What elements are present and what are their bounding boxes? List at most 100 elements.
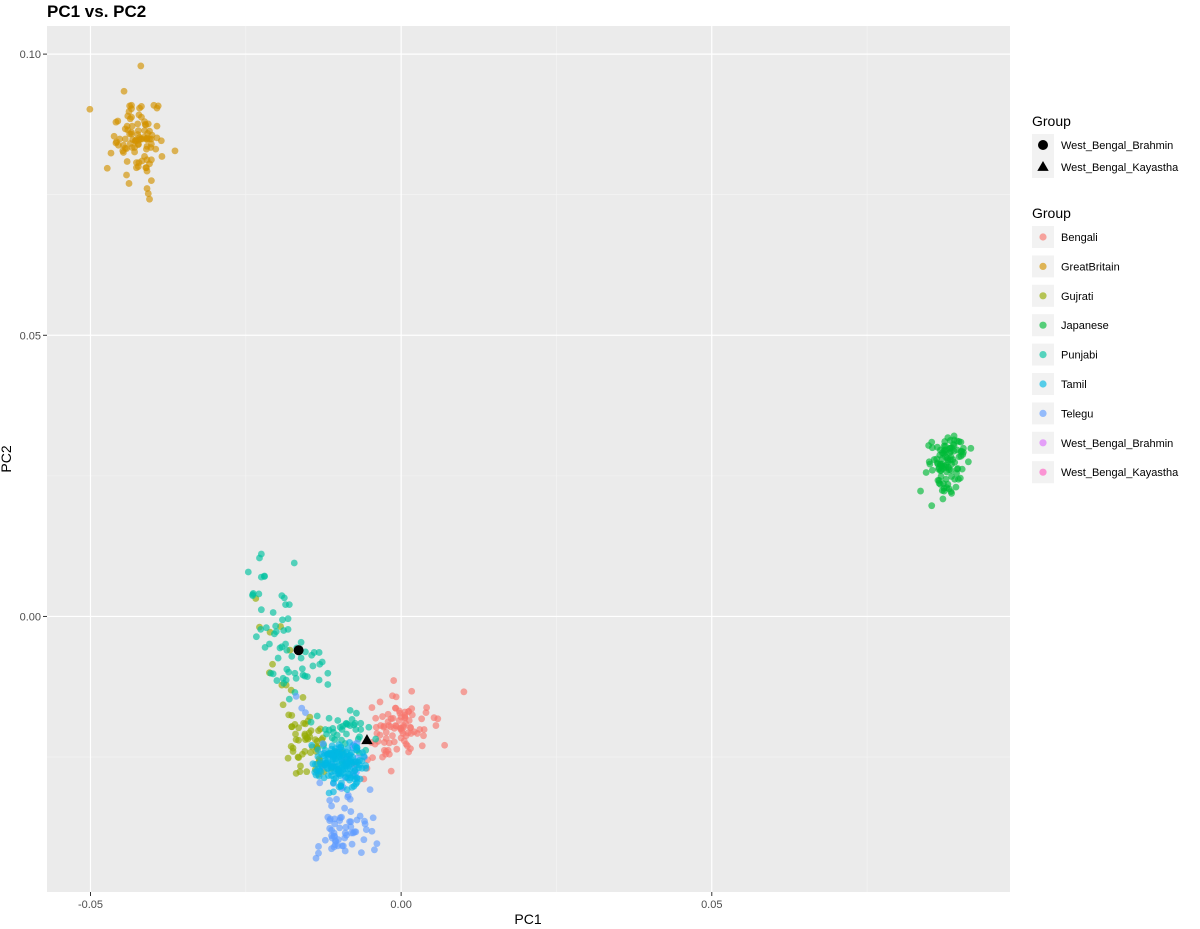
data-point — [307, 749, 314, 756]
data-point — [301, 748, 309, 755]
data-point — [948, 489, 955, 497]
data-point — [338, 756, 345, 764]
color-legend-swatch — [1039, 321, 1047, 329]
data-point — [316, 725, 324, 733]
data-point — [144, 190, 152, 197]
data-point — [112, 139, 120, 147]
data-point — [940, 487, 948, 495]
data-point — [316, 779, 324, 787]
data-point — [346, 818, 353, 826]
color-legend-title: Group — [1032, 205, 1071, 221]
data-point — [257, 606, 265, 614]
data-point — [390, 677, 398, 684]
axis-ticks — [43, 53, 713, 896]
series-west-bengal-brahmin — [293, 645, 304, 656]
data-point — [955, 453, 963, 461]
data-point — [284, 615, 292, 623]
data-point — [312, 854, 320, 862]
data-point — [131, 144, 139, 151]
data-point — [352, 726, 360, 733]
data-point — [349, 753, 357, 761]
data-point — [405, 717, 413, 724]
data-point — [382, 728, 390, 736]
data-point — [379, 713, 386, 720]
data-point — [362, 826, 370, 833]
data-point — [390, 724, 398, 732]
data-point — [135, 111, 143, 119]
data-point — [338, 813, 345, 821]
data-point — [416, 726, 424, 733]
data-point — [372, 714, 380, 722]
data-point — [960, 444, 967, 452]
data-point-highlight — [293, 645, 304, 656]
data-point — [331, 820, 339, 828]
data-point — [336, 772, 344, 779]
data-point — [950, 432, 958, 440]
data-point — [371, 846, 378, 854]
color-legend-label: West_Bengal_Brahmin — [1061, 438, 1173, 450]
data-point — [342, 823, 350, 831]
data-point — [324, 813, 332, 821]
data-point — [333, 795, 340, 803]
data-point — [171, 147, 179, 155]
shape-legend-label: West_Bengal_Brahmin — [1061, 140, 1173, 152]
data-point — [373, 840, 381, 848]
data-point — [950, 447, 958, 455]
data-point — [298, 665, 306, 673]
data-point — [315, 772, 323, 780]
data-point — [933, 455, 941, 463]
data-point — [249, 591, 257, 598]
data-point — [301, 672, 309, 680]
data-point — [338, 764, 345, 772]
color-legend-label: Gujrati — [1061, 291, 1093, 303]
data-point — [343, 786, 351, 794]
data-point — [353, 709, 360, 717]
data-point — [346, 795, 354, 803]
data-point — [327, 762, 335, 770]
data-point — [315, 843, 322, 850]
data-point — [303, 734, 311, 742]
data-point — [107, 149, 115, 157]
series-tamil — [308, 739, 370, 797]
color-legend-swatch — [1039, 439, 1047, 447]
data-point — [955, 438, 963, 445]
data-point — [346, 739, 353, 746]
data-point — [432, 722, 440, 729]
data-point — [297, 638, 305, 646]
data-point — [362, 764, 370, 772]
data-point — [124, 126, 132, 134]
data-point — [384, 746, 392, 754]
data-point — [384, 710, 392, 718]
data-point — [928, 466, 936, 474]
data-point — [460, 688, 468, 696]
data-point — [365, 723, 373, 731]
plot-panel — [47, 26, 1010, 892]
data-point — [338, 726, 346, 733]
data-point — [346, 771, 353, 778]
color-legend-label: West_Bengal_Kayastha — [1061, 467, 1179, 479]
data-point — [941, 453, 949, 461]
color-legend-label: Bengali — [1061, 232, 1098, 244]
data-point — [328, 734, 336, 742]
data-point — [387, 767, 395, 775]
data-point — [297, 762, 304, 770]
data-point — [132, 137, 140, 145]
data-point — [120, 87, 128, 95]
data-point — [357, 726, 365, 733]
color-legend-label: Telegu — [1061, 408, 1093, 420]
data-point — [121, 135, 129, 143]
data-point — [290, 559, 298, 567]
data-point — [276, 644, 284, 652]
data-point — [313, 712, 321, 720]
data-point — [316, 758, 324, 766]
data-point — [353, 761, 360, 769]
data-point — [279, 701, 287, 709]
data-point — [110, 132, 118, 140]
data-point — [272, 622, 280, 630]
data-point — [944, 458, 952, 466]
data-point — [329, 753, 337, 761]
data-point — [331, 841, 339, 849]
data-point — [958, 465, 966, 473]
data-point — [309, 662, 317, 670]
data-point — [326, 796, 334, 804]
